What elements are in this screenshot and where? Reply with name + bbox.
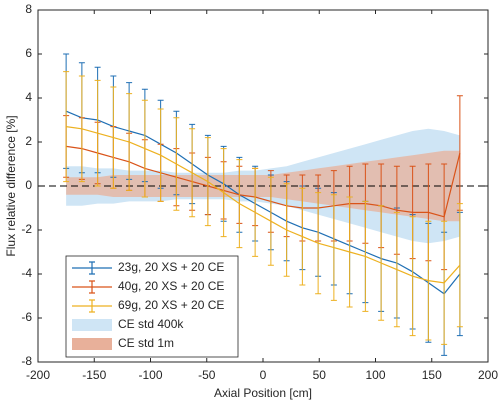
- plot-frame: [37, 9, 489, 363]
- legend-label: CE std 1m: [118, 336, 174, 350]
- legend-swatch: [72, 299, 112, 313]
- y-tick-label: -8: [21, 354, 32, 368]
- legend-swatch: [72, 319, 112, 331]
- y-tick-label: 2: [25, 134, 32, 148]
- legend-swatch: [72, 280, 112, 294]
- y-tick-label: 8: [25, 2, 32, 16]
- legend-swatch: [72, 338, 112, 350]
- x-tick-label: 200: [478, 368, 498, 382]
- series-line: [65, 110, 461, 295]
- legend-label: 40g, 20 XS + 20 CE: [118, 279, 224, 293]
- legend-label: CE std 400k: [118, 317, 184, 331]
- y-tick-label: 4: [25, 90, 32, 104]
- legend-label: 69g, 20 XS + 20 CE: [118, 298, 224, 312]
- series-line: [66, 145, 461, 218]
- x-tick-label: 150: [422, 368, 442, 382]
- x-tick-label: -50: [198, 368, 216, 382]
- x-tick-label: -150: [82, 368, 106, 382]
- y-axis-label: Flux relative difference [%]: [4, 115, 18, 256]
- y-tick-label: -2: [21, 222, 32, 236]
- y-tick-label: -6: [21, 310, 32, 324]
- y-tick-label: -4: [21, 266, 32, 280]
- y-tick-label: 0: [25, 178, 32, 192]
- x-tick-label: 0: [260, 368, 267, 382]
- legend-swatch: [72, 261, 112, 275]
- series-line: [66, 126, 461, 284]
- x-tick-label: 50: [313, 368, 327, 382]
- y-tick-label: 6: [25, 46, 32, 60]
- x-tick-label: 100: [365, 368, 385, 382]
- x-tick-label: -100: [138, 368, 162, 382]
- x-tick-label: -200: [26, 368, 50, 382]
- legend-label: 23g, 20 XS + 20 CE: [118, 260, 224, 274]
- x-axis-label: Axial Position [cm]: [214, 386, 312, 400]
